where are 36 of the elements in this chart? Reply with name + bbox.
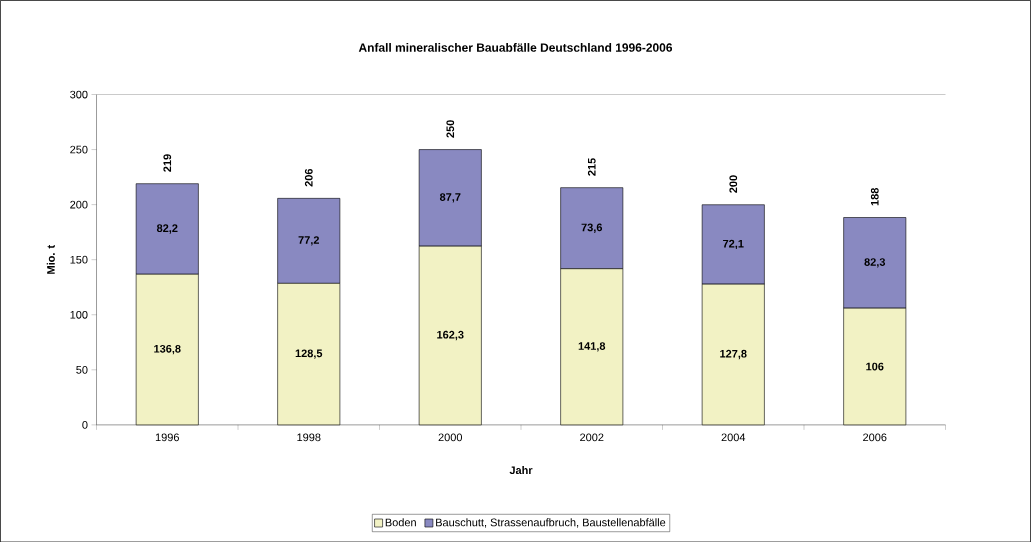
data-label: 106 (866, 362, 884, 371)
y-tick-label: 0 (82, 420, 88, 429)
data-label: 127,8 (720, 349, 747, 359)
y-axis-title: Mio. t (46, 244, 55, 274)
legend-label: Boden (385, 518, 416, 527)
x-tick-label: 2000 (438, 433, 463, 441)
y-tick-label: 50 (76, 365, 88, 374)
total-label: 215 (587, 157, 596, 176)
data-label: 77,2 (298, 235, 319, 246)
total-label: 206 (304, 168, 313, 187)
total-label: 219 (163, 154, 172, 172)
chart-title: Anfall mineralischer Bauabfälle Deutschland 1996-2006 (358, 42, 673, 52)
data-label: 87,7 (439, 192, 461, 203)
x-tick-label: 2002 (580, 433, 604, 441)
data-label: 128,5 (295, 349, 323, 359)
x-tick-label: 2006 (863, 433, 887, 441)
data-label: 72,1 (723, 239, 744, 249)
x-tick-label: 2004 (721, 433, 746, 441)
x-tick-label: 1998 (297, 433, 321, 441)
total-label: 188 (870, 187, 879, 206)
x-axis-title: Jahr (509, 465, 533, 474)
total-label: 250 (446, 119, 455, 138)
legend-label: Bauschutt, Strassenaufbruch, Baustellenabfälle (436, 518, 666, 528)
y-tick-label: 200 (70, 200, 88, 209)
data-label: 82,3 (864, 257, 886, 268)
data-label: 136,8 (154, 344, 181, 355)
y-tick-label: 150 (70, 255, 88, 264)
y-tick-label: 100 (70, 310, 88, 319)
data-label: 73,6 (581, 223, 603, 233)
total-label: 200 (729, 175, 738, 193)
data-label: 82,2 (156, 224, 178, 234)
data-label: 162,3 (437, 330, 464, 340)
data-label: 141,8 (578, 341, 606, 352)
y-tick-label: 250 (70, 145, 88, 154)
y-tick-label: 300 (70, 90, 88, 99)
x-tick-label: 1996 (155, 433, 179, 441)
